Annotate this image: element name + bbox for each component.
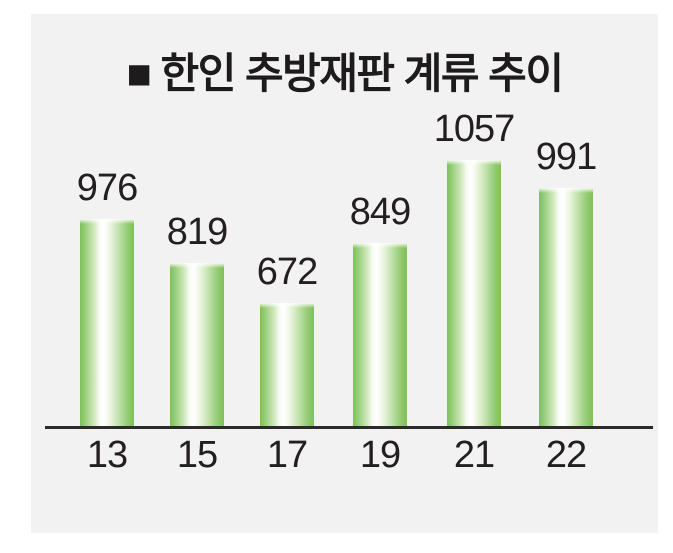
- bar: [447, 160, 501, 429]
- bar: [260, 303, 314, 429]
- x-tick-label: 22: [545, 434, 587, 476]
- bar-value-label: 976: [76, 167, 138, 209]
- bar: [539, 188, 593, 429]
- x-tick-label: 13: [86, 434, 128, 476]
- x-tick-label: 19: [359, 434, 401, 476]
- x-tick-label: 17: [266, 434, 308, 476]
- bar-value-label: 991: [535, 136, 597, 178]
- bar-value-label: 672: [256, 251, 318, 293]
- bar: [353, 243, 407, 429]
- bar: [80, 219, 134, 429]
- bar-value-label: 819: [166, 211, 228, 253]
- bar-value-label: 1057: [433, 108, 516, 150]
- x-axis-line: [45, 426, 653, 429]
- x-tick-label: 15: [176, 434, 218, 476]
- x-tick-label: 21: [453, 434, 495, 476]
- bar: [170, 263, 224, 429]
- chart-title: ■ 한인 추방재판 계류 추이: [126, 50, 564, 97]
- bar-value-label: 849: [349, 191, 411, 233]
